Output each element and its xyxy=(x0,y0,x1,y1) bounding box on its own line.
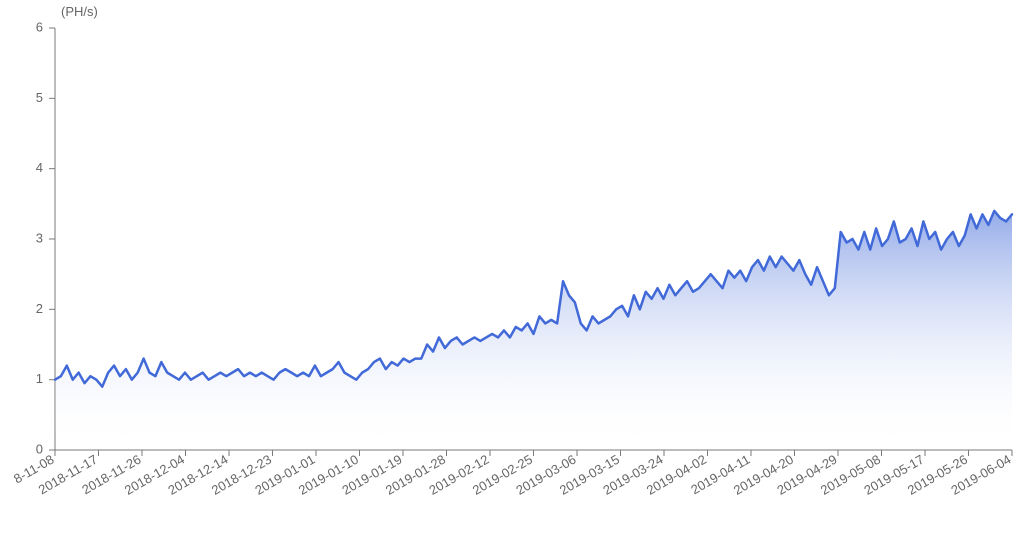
y-tick-label: 5 xyxy=(36,90,43,105)
y-tick-label: 3 xyxy=(36,230,43,245)
y-unit-label: (PH/s) xyxy=(61,4,98,19)
hashrate-chart: 0123456(PH/s)8-11-082018-11-172018-11-26… xyxy=(0,0,1029,543)
y-tick-label: 0 xyxy=(36,441,43,456)
y-tick-label: 6 xyxy=(36,19,43,34)
chart-svg: 0123456(PH/s)8-11-082018-11-172018-11-26… xyxy=(0,0,1029,543)
y-tick-label: 2 xyxy=(36,301,43,316)
y-tick-label: 4 xyxy=(36,160,43,175)
y-tick-label: 1 xyxy=(36,371,43,386)
